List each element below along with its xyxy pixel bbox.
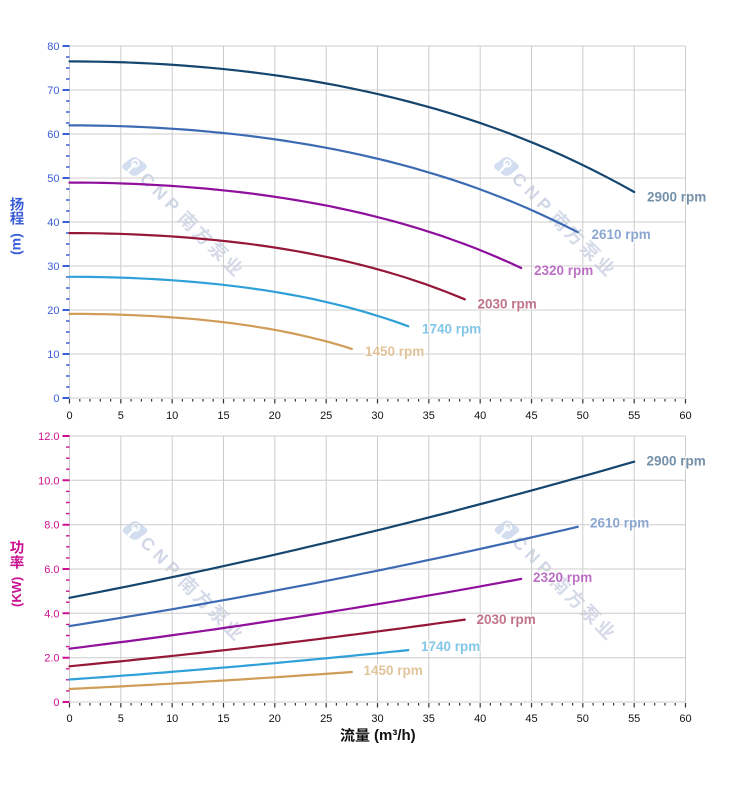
svg-text:2900 rpm: 2900 rpm [647, 189, 706, 204]
svg-text:(KW): (KW) [9, 577, 24, 607]
svg-text:6.0: 6.0 [44, 564, 59, 576]
svg-text:20: 20 [269, 713, 281, 725]
svg-text:50: 50 [577, 410, 589, 422]
svg-text:4.0: 4.0 [44, 608, 59, 620]
svg-text:2320 rpm: 2320 rpm [534, 263, 593, 278]
svg-text:45: 45 [525, 410, 537, 422]
svg-text:(m): (m) [8, 233, 24, 255]
svg-text:5: 5 [118, 713, 124, 725]
svg-text:2030 rpm: 2030 rpm [478, 296, 537, 311]
svg-text:(m³/h): (m³/h) [374, 727, 416, 744]
svg-text:2030 rpm: 2030 rpm [477, 612, 536, 627]
svg-text:80: 80 [47, 41, 59, 53]
svg-text:1740 rpm: 1740 rpm [421, 639, 480, 654]
svg-text:0: 0 [66, 713, 72, 725]
svg-text:0: 0 [66, 410, 72, 422]
svg-text:25: 25 [320, 410, 332, 422]
svg-text:30: 30 [371, 410, 383, 422]
svg-text:15: 15 [217, 713, 229, 725]
svg-text:8.0: 8.0 [44, 520, 59, 532]
svg-text:25: 25 [320, 713, 332, 725]
svg-text:0: 0 [53, 393, 59, 405]
svg-text:40: 40 [474, 410, 486, 422]
svg-text:60: 60 [679, 410, 691, 422]
svg-text:50: 50 [47, 173, 59, 185]
svg-text:2320 rpm: 2320 rpm [533, 570, 592, 585]
svg-text:0: 0 [53, 697, 59, 709]
svg-text:20: 20 [269, 410, 281, 422]
svg-text:30: 30 [371, 713, 383, 725]
svg-text:50: 50 [577, 713, 589, 725]
svg-text:60: 60 [47, 129, 59, 141]
svg-text:10: 10 [47, 349, 59, 361]
svg-text:10: 10 [166, 410, 178, 422]
svg-text:1450 rpm: 1450 rpm [364, 663, 423, 678]
svg-text:40: 40 [47, 217, 59, 229]
svg-text:40: 40 [474, 713, 486, 725]
svg-text:2900 rpm: 2900 rpm [647, 454, 706, 469]
svg-text:20: 20 [47, 305, 59, 317]
svg-text:70: 70 [47, 85, 59, 97]
svg-text:55: 55 [628, 713, 640, 725]
svg-text:55: 55 [628, 410, 640, 422]
svg-text:35: 35 [423, 713, 435, 725]
svg-text:10: 10 [166, 713, 178, 725]
svg-text:2610 rpm: 2610 rpm [590, 516, 649, 531]
svg-text:1740 rpm: 1740 rpm [422, 321, 481, 336]
svg-text:2.0: 2.0 [44, 653, 59, 665]
svg-text:45: 45 [525, 713, 537, 725]
svg-text:12.0: 12.0 [38, 431, 59, 443]
svg-text:10.0: 10.0 [38, 475, 59, 487]
svg-text:30: 30 [47, 261, 59, 273]
svg-text:60: 60 [679, 713, 691, 725]
svg-text:15: 15 [217, 410, 229, 422]
svg-text:35: 35 [423, 410, 435, 422]
svg-text:2610 rpm: 2610 rpm [592, 227, 651, 242]
svg-text:1450 rpm: 1450 rpm [365, 344, 424, 359]
svg-text:5: 5 [118, 410, 124, 422]
